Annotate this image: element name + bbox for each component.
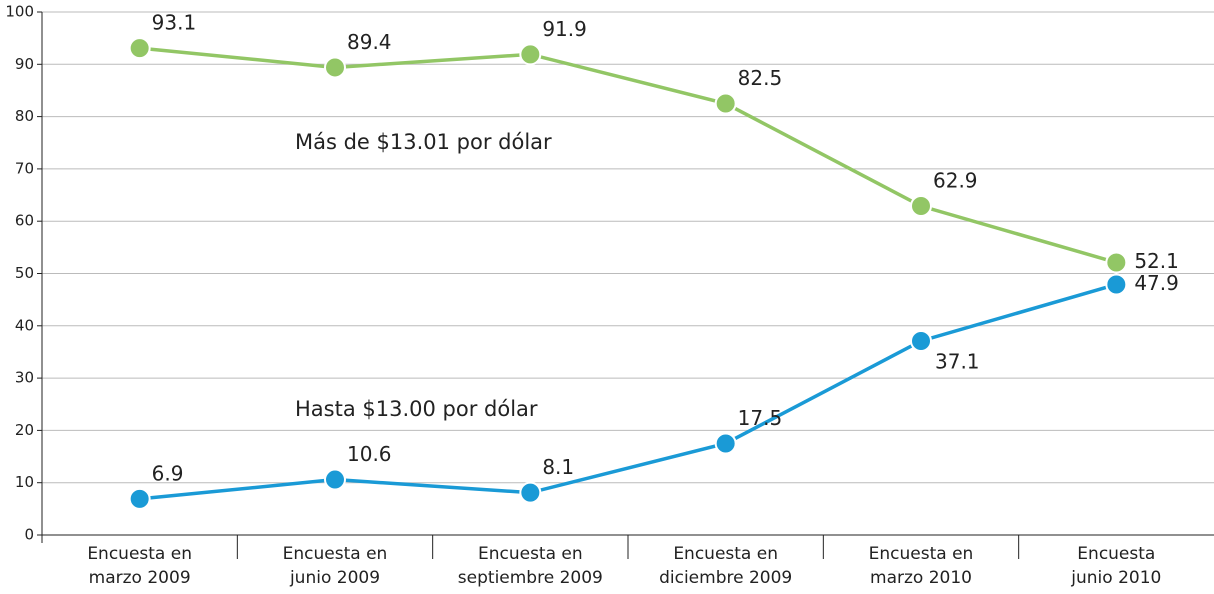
series-label: Más de $13.01 por dólar (295, 130, 552, 154)
data-label: 10.6 (347, 442, 392, 466)
marker (910, 195, 932, 218)
series-line (139, 282, 1117, 501)
y-tick-label: 70 (15, 159, 34, 177)
marker (1105, 251, 1128, 274)
x-tick-label: junio 2009 (289, 568, 380, 588)
data-label: 82.5 (738, 66, 783, 90)
series-label: Hasta $13.00 por dólar (295, 397, 538, 421)
y-tick-label: 100 (5, 3, 34, 21)
y-tick-label: 20 (15, 421, 34, 439)
marker (128, 487, 151, 510)
data-label: 89.4 (347, 30, 392, 54)
x-tick-label: Encuesta en (673, 544, 778, 564)
marker (128, 37, 151, 60)
data-label: 93.1 (152, 11, 197, 35)
x-tick-label: Encuesta en (87, 544, 192, 564)
y-tick-label: 10 (15, 473, 34, 491)
x-tick-label: Encuesta en (478, 544, 583, 564)
y-tick-label: 90 (15, 55, 34, 73)
data-label: 47.9 (1134, 271, 1179, 295)
marker (714, 92, 737, 115)
x-tick-label: junio 2010 (1070, 568, 1161, 588)
series-line (139, 46, 1117, 265)
y-tick-label: 80 (15, 107, 34, 125)
marker (519, 481, 542, 504)
x-tick-label: marzo 2010 (870, 568, 972, 588)
data-label: 17.5 (738, 406, 783, 430)
marker (910, 329, 932, 352)
marker (1105, 273, 1128, 296)
data-label: 8.1 (542, 455, 574, 479)
x-tick-label: septiembre 2009 (458, 568, 603, 588)
data-label: 37.1 (935, 349, 980, 373)
x-tick-label: Encuesta en (869, 544, 974, 564)
y-tick-label: 50 (15, 264, 34, 282)
y-tick-label: 0 (24, 526, 34, 544)
marker (324, 56, 346, 79)
y-tick-label: 40 (15, 316, 34, 334)
data-label: 6.9 (152, 461, 184, 485)
x-tick-label: diciembre 2009 (659, 568, 792, 588)
marker (714, 432, 737, 455)
data-label: 91.9 (542, 17, 587, 41)
x-tick-label: Encuesta (1077, 544, 1155, 564)
marker (519, 43, 542, 66)
y-tick-label: 30 (15, 369, 34, 387)
data-label: 62.9 (933, 169, 978, 193)
x-tick-label: Encuesta en (283, 544, 388, 564)
x-tick-label: marzo 2009 (89, 568, 191, 588)
data-label: 52.1 (1134, 249, 1179, 273)
y-tick-label: 60 (15, 212, 34, 230)
marker (324, 468, 346, 491)
